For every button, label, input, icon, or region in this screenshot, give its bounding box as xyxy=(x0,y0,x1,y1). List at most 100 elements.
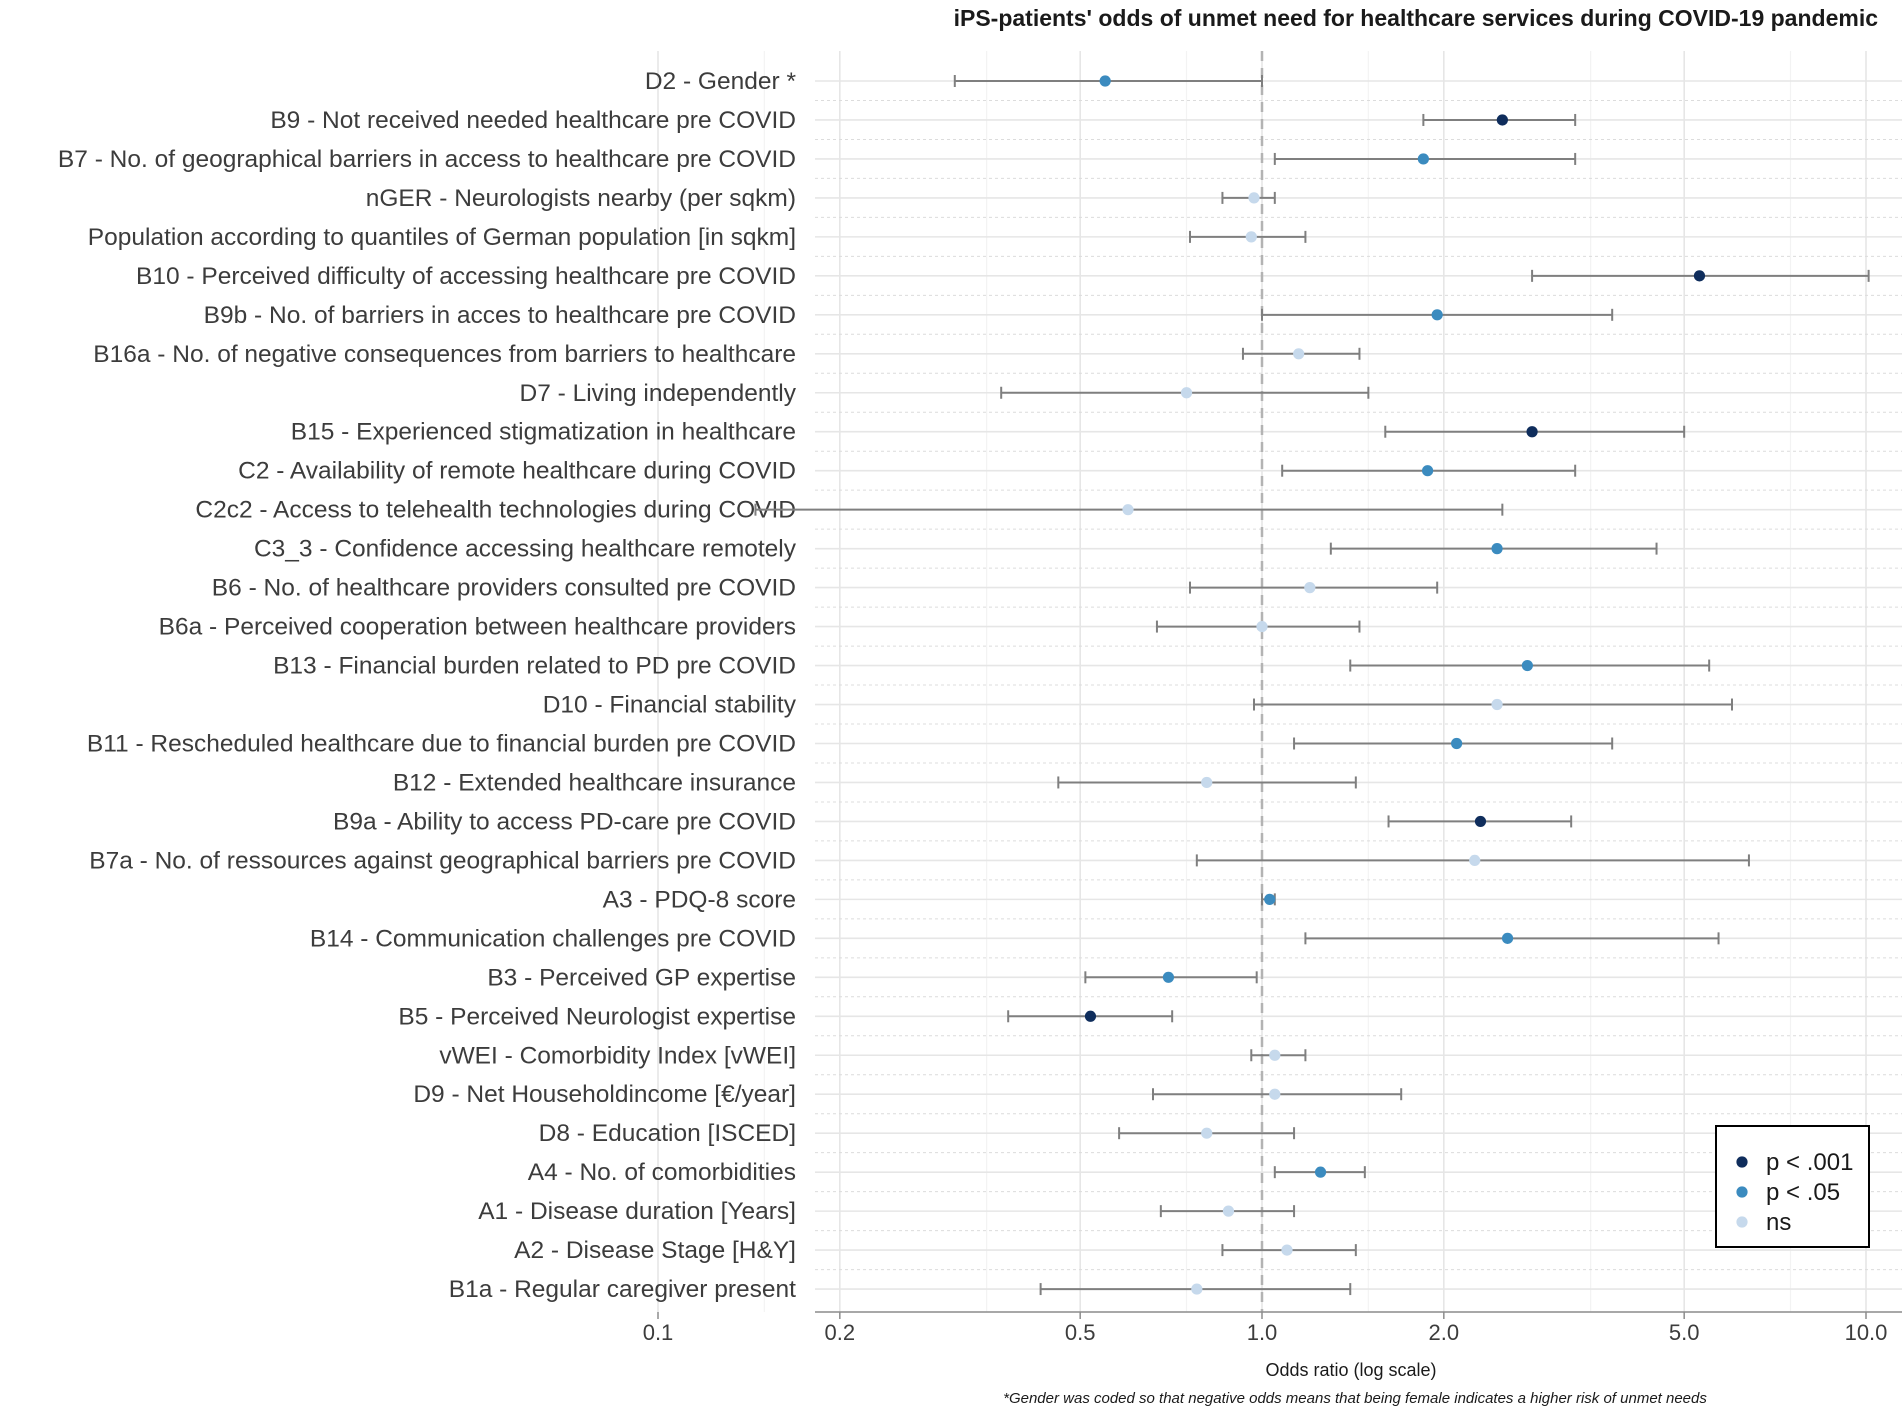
x-tick-label: 10.0 xyxy=(1845,1320,1888,1345)
odds-ratio-point xyxy=(1084,1010,1097,1022)
row-label: B9a - Ability to access PD-care pre COVI… xyxy=(333,808,796,835)
odds-ratio-point xyxy=(1491,543,1503,555)
legend-key-ns xyxy=(1736,1216,1748,1228)
odds-ratio-point xyxy=(1122,504,1134,516)
legend-label: p < .001 xyxy=(1766,1149,1853,1176)
legend-key-p05 xyxy=(1736,1186,1748,1198)
row-label: B12 - Extended healthcare insurance xyxy=(393,769,796,796)
odds-ratio-point xyxy=(1491,698,1503,711)
row-label: C3_3 - Confidence accessing healthcare r… xyxy=(254,536,797,563)
row-label: B3 - Perceived GP expertise xyxy=(487,964,796,991)
x-tick-label: 1.0 xyxy=(1247,1320,1278,1345)
odds-ratio-point xyxy=(1496,114,1508,126)
row-label: B10 - Perceived difficulty of accessing … xyxy=(136,263,796,290)
odds-ratio-point xyxy=(1264,893,1276,905)
odds-ratio-point xyxy=(1474,815,1487,828)
row-label: B1a - Regular caregiver present xyxy=(449,1276,796,1303)
x-tick-label: 2.0 xyxy=(1429,1320,1460,1345)
legend-label: ns xyxy=(1766,1209,1791,1236)
row-group: D2 - Gender * xyxy=(645,68,1263,95)
legend-label: p < .05 xyxy=(1766,1179,1840,1206)
row-group: D8 - Education [ISCED] xyxy=(539,1120,1296,1147)
x-tick-label: 0.1 xyxy=(643,1320,674,1345)
row-group: B9b - No. of barriers in acces to health… xyxy=(204,302,1614,329)
row-label: D10 - Financial stability xyxy=(543,692,797,719)
row-label: D7 - Living independently xyxy=(520,380,797,407)
legend-key-p001 xyxy=(1736,1156,1748,1168)
row-group: B7 - No. of geographical barriers in acc… xyxy=(58,146,1577,173)
rows-layer: D2 - Gender * B9 - Not received needed he… xyxy=(58,68,1870,1303)
row-label: A1 - Disease duration [Years] xyxy=(478,1198,796,1225)
row-group: C2c2 - Access to telehealth technologies… xyxy=(195,497,1504,524)
odds-ratio-point xyxy=(1501,932,1514,944)
odds-ratio-point xyxy=(1248,192,1260,204)
row-group: B5 - Perceived Neurologist expertise xyxy=(398,1003,1174,1030)
row-label: B13 - Financial burden related to PD pre… xyxy=(273,653,796,680)
row-group: B3 - Perceived GP expertise xyxy=(487,964,1258,991)
odds-ratio-point xyxy=(1281,1244,1293,1256)
row-label: B14 - Communication challenges pre COVID xyxy=(310,925,796,952)
row-label: B9b - No. of barriers in acces to health… xyxy=(204,302,796,329)
row-label: D9 - Net Householdincome [€/year] xyxy=(413,1081,796,1108)
row-group: B11 - Rescheduled healthcare due to fina… xyxy=(87,730,1614,757)
row-label: B5 - Perceived Neurologist expertise xyxy=(398,1003,796,1030)
row-label: B7a - No. of ressources against geograph… xyxy=(89,847,796,874)
odds-ratio-point xyxy=(1314,1166,1327,1178)
x-tick-label: 0.5 xyxy=(1065,1320,1096,1345)
row-group: A2 - Disease Stage [H&Y] xyxy=(514,1237,1357,1264)
row-group: B7a - No. of ressources against geograph… xyxy=(89,847,1750,874)
row-label: C2c2 - Access to telehealth technologies… xyxy=(195,497,796,524)
odds-ratio-point xyxy=(1304,582,1316,594)
row-label: B6 - No. of healthcare providers consult… xyxy=(212,575,796,602)
row-group: C3_3 - Confidence accessing healthcare r… xyxy=(254,536,1658,563)
row-label: B6a - Perceived cooperation between heal… xyxy=(159,614,796,641)
row-group: B13 - Financial burden related to PD pre… xyxy=(273,653,1711,680)
row-label: C2 - Availability of remote healthcare d… xyxy=(238,458,796,485)
row-group: B1a - Regular caregiver present xyxy=(449,1276,1352,1303)
row-group: D9 - Net Householdincome [€/year] xyxy=(413,1081,1403,1108)
odds-ratio-point xyxy=(1293,348,1305,360)
row-label: Population according to quantiles of Ger… xyxy=(88,224,796,251)
row-group: B14 - Communication challenges pre COVID xyxy=(310,925,1720,952)
odds-ratio-point xyxy=(1269,1088,1281,1100)
row-group: B6a - Perceived cooperation between heal… xyxy=(159,614,1361,641)
odds-ratio-point xyxy=(1180,387,1193,399)
row-label: B15 - Experienced stigmatization in heal… xyxy=(291,419,796,446)
row-label: nGER - Neurologists nearby (per sqkm) xyxy=(366,185,796,212)
legend: p < .001 p < .05 ns xyxy=(1715,1125,1870,1248)
row-group: D10 - Financial stability xyxy=(543,692,1734,719)
odds-ratio-point xyxy=(1421,465,1434,477)
row-group: B9a - Ability to access PD-care pre COVI… xyxy=(333,808,1573,835)
row-group: nGER - Neurologists nearby (per sqkm) xyxy=(366,185,1276,212)
row-group: B10 - Perceived difficulty of accessing … xyxy=(136,263,1870,290)
x-axis-label: Odds ratio (log scale) xyxy=(1265,1360,1436,1380)
odds-ratio-point xyxy=(1201,1127,1213,1139)
odds-ratio-point xyxy=(1201,776,1213,789)
odds-ratio-point xyxy=(1521,659,1533,672)
row-group: D7 - Living independently xyxy=(520,380,1370,407)
row-group: vWEI - Comorbidity Index [vWEI] xyxy=(439,1042,1307,1069)
row-group: A3 - PDQ-8 score xyxy=(603,886,1276,913)
row-label: A2 - Disease Stage [H&Y] xyxy=(514,1237,796,1264)
row-label: vWEI - Comorbidity Index [vWEI] xyxy=(439,1042,796,1069)
row-group: C2 - Availability of remote healthcare d… xyxy=(238,458,1577,485)
row-group: B16a - No. of negative consequences from… xyxy=(93,341,1361,368)
row-label: B11 - Rescheduled healthcare due to fina… xyxy=(87,730,796,757)
row-label: A3 - PDQ-8 score xyxy=(603,886,796,913)
row-group: B6 - No. of healthcare providers consult… xyxy=(212,575,1439,602)
row-group: Population according to quantiles of Ger… xyxy=(88,224,1307,251)
chart-title: iPS-patients' odds of unmet need for hea… xyxy=(954,5,1879,31)
odds-ratio-point xyxy=(1431,309,1443,321)
odds-ratio-point xyxy=(1222,1205,1235,1217)
footnote: *Gender was coded so that negative odds … xyxy=(1003,1390,1707,1407)
x-tick-label: 0.2 xyxy=(825,1320,856,1345)
odds-ratio-point xyxy=(1469,854,1481,867)
odds-ratio-point xyxy=(1256,620,1268,633)
odds-ratio-point xyxy=(1417,153,1429,165)
odds-ratio-point xyxy=(1693,270,1706,282)
row-group: B15 - Experienced stigmatization in heal… xyxy=(291,419,1686,446)
x-tick-label: 5.0 xyxy=(1669,1320,1700,1345)
row-group: B12 - Extended healthcare insurance xyxy=(393,769,1357,796)
row-label: D2 - Gender * xyxy=(645,68,797,95)
